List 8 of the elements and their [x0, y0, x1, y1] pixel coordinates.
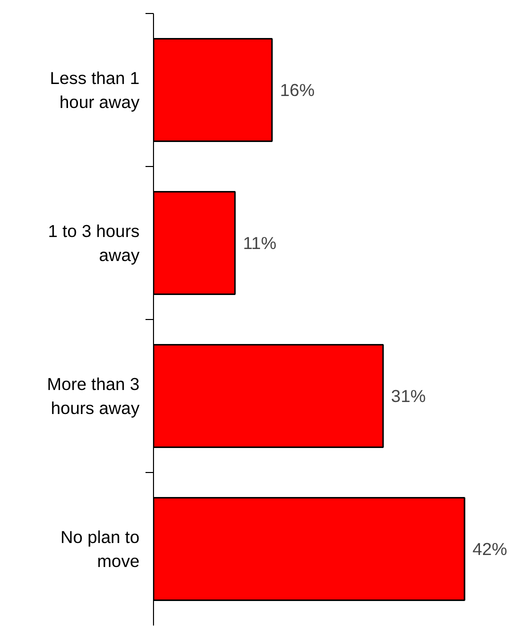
y-tick-label: Less than 1 hour away	[50, 68, 140, 112]
data-label: 11%	[242, 233, 276, 253]
data-label: 31%	[391, 386, 426, 406]
data-label: 42%	[472, 539, 508, 559]
y-tick-label: More than 3 hours away	[47, 374, 140, 418]
data-label: 16%	[280, 80, 315, 100]
y-tick-label: No plan to move	[60, 527, 140, 571]
y-tick-label: 1 to 3 hours away	[48, 221, 140, 265]
